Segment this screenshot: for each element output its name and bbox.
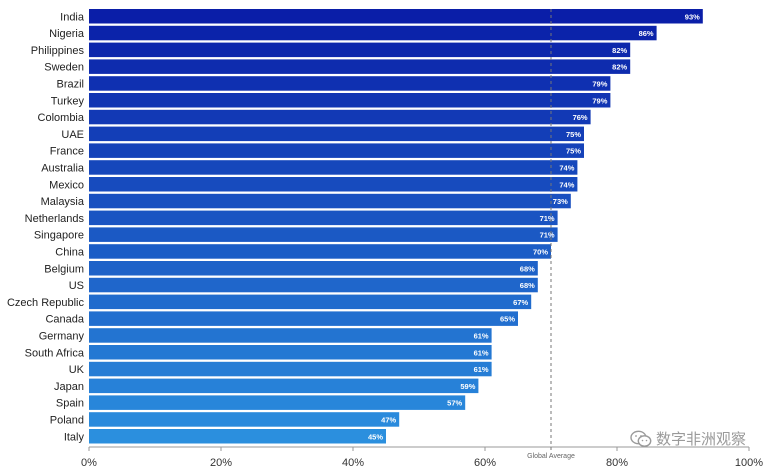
data-label: 61%: [474, 331, 489, 340]
data-label: 71%: [540, 214, 555, 223]
data-label: 45%: [368, 432, 383, 441]
bar: [89, 210, 558, 226]
category-label: India: [60, 11, 85, 23]
category-label: Australia: [41, 162, 85, 174]
category-label: Turkey: [51, 95, 85, 107]
bar: [89, 277, 538, 293]
data-label: 86%: [639, 29, 654, 38]
category-label: South Africa: [25, 347, 85, 359]
bar: [89, 361, 492, 377]
data-label: 74%: [559, 180, 574, 189]
bar: [89, 395, 466, 410]
bar: [89, 25, 657, 41]
data-label: 47%: [381, 415, 396, 424]
bar: [89, 160, 578, 175]
category-label: Canada: [45, 314, 84, 326]
bar: [89, 345, 492, 360]
category-label: China: [55, 246, 85, 258]
category-label: Italy: [64, 431, 85, 443]
data-label: 73%: [553, 197, 568, 206]
data-label: 70%: [533, 247, 548, 256]
data-label: 93%: [685, 12, 700, 21]
bar: [89, 294, 532, 310]
data-label: 79%: [592, 96, 607, 105]
data-label: 57%: [447, 399, 462, 408]
bar: [89, 193, 571, 209]
data-label: 68%: [520, 281, 535, 290]
bar: [89, 126, 584, 142]
bar: [89, 227, 558, 242]
data-label: 61%: [474, 365, 489, 374]
category-label: Japan: [54, 381, 84, 393]
bar: [89, 93, 611, 108]
category-label: UAE: [61, 129, 84, 141]
bar: [89, 328, 492, 343]
data-label: 82%: [612, 46, 627, 55]
data-label: 75%: [566, 147, 581, 156]
x-tick-label: 40%: [342, 457, 364, 469]
category-label: US: [69, 280, 84, 292]
bar: [89, 177, 578, 192]
data-label: 59%: [460, 382, 475, 391]
bar: [89, 311, 518, 326]
category-label: UK: [69, 364, 85, 376]
category-label: Poland: [50, 414, 84, 426]
category-label: Czech Republic: [7, 297, 85, 309]
x-tick-label: 0%: [81, 457, 97, 469]
watermark-text: 数字非洲观察: [655, 430, 746, 448]
wechat-icon: [630, 430, 652, 447]
global-average-label: Global Average: [527, 453, 575, 460]
bar: [89, 261, 538, 276]
data-label: 61%: [474, 348, 489, 357]
bar: [89, 378, 479, 394]
category-label: France: [50, 146, 84, 158]
x-tick-label: 80%: [606, 457, 628, 469]
bar: [89, 42, 631, 58]
category-label: Colombia: [38, 112, 85, 124]
x-tick-label: 20%: [210, 457, 232, 469]
data-label: 79%: [592, 79, 607, 88]
data-label: 71%: [540, 231, 555, 240]
x-tick-label: 100%: [735, 457, 763, 469]
category-label: Netherlands: [25, 213, 85, 225]
category-label: Nigeria: [49, 28, 85, 40]
category-label: Sweden: [44, 62, 84, 74]
data-label: 65%: [500, 315, 515, 324]
category-label: Mexico: [49, 179, 84, 191]
data-label: 68%: [520, 264, 535, 273]
category-label: Brazil: [56, 78, 84, 90]
data-label: 67%: [513, 298, 528, 307]
bar: [89, 429, 386, 444]
data-label: 82%: [612, 63, 627, 72]
bar: [89, 59, 631, 74]
data-label: 74%: [559, 163, 574, 172]
category-label: Germany: [39, 330, 85, 342]
data-label: 75%: [566, 130, 581, 139]
x-tick-label: 60%: [474, 457, 496, 469]
category-label: Singapore: [34, 230, 84, 242]
category-label: Philippines: [31, 45, 85, 57]
bar: [89, 143, 584, 158]
bar: [89, 76, 611, 91]
category-label: Belgium: [44, 263, 84, 275]
bar: [89, 109, 591, 125]
category-label: Spain: [56, 398, 84, 410]
bar: [89, 9, 703, 24]
bar: [89, 244, 551, 259]
category-label: Malaysia: [41, 196, 85, 208]
bar: [89, 412, 400, 427]
watermark: 数字非洲观察: [630, 428, 746, 449]
data-label: 76%: [573, 113, 588, 122]
